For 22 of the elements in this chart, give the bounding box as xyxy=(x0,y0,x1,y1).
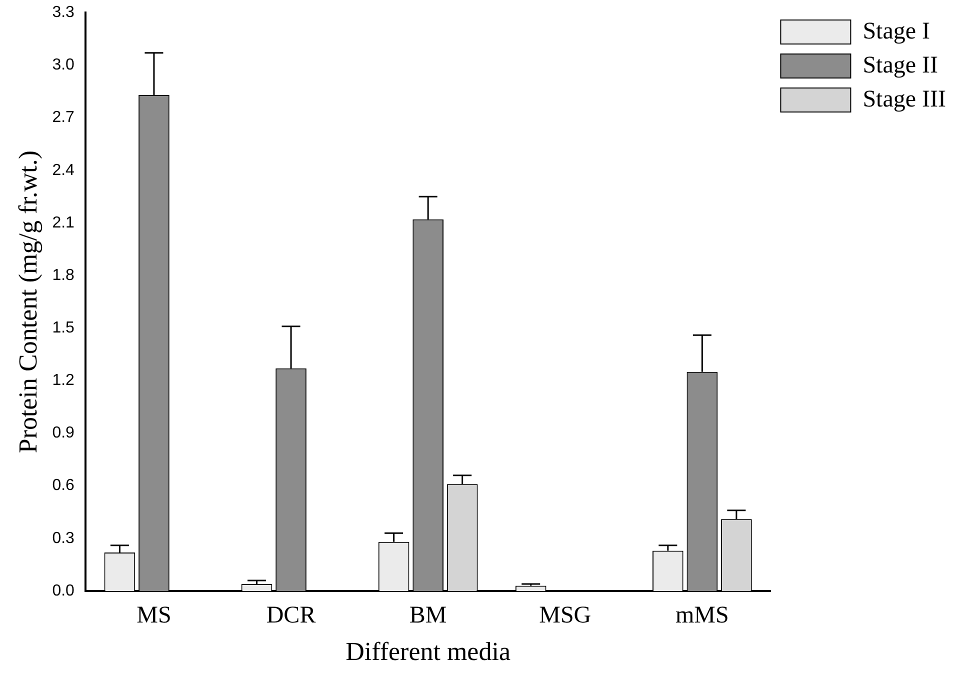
y-tick-label: 0.3 xyxy=(52,530,75,547)
legend-label: Stage III xyxy=(862,86,946,112)
y-tick-label: 1.8 xyxy=(52,266,75,284)
legend-label: Stage II xyxy=(862,52,938,78)
legend-label: Stage I xyxy=(862,18,930,44)
x-tick-label: MS xyxy=(136,602,172,629)
y-tick-label: 0.6 xyxy=(52,477,75,494)
y-tick-label: 0.9 xyxy=(52,424,75,442)
y-tick-label: 1.5 xyxy=(52,319,75,336)
y-tick-label: 2.1 xyxy=(52,214,75,232)
y-tick-label: 3.3 xyxy=(52,4,75,22)
y-tick-label: 1.2 xyxy=(52,372,75,390)
x-tick-label: MSG xyxy=(539,602,592,629)
x-tick-label: mMS xyxy=(675,602,729,629)
y-axis-title: Protein Content (mg/g fr.wt.) xyxy=(13,150,42,454)
x-tick-label: DCR xyxy=(266,602,316,629)
y-tick-label: 0.0 xyxy=(52,582,75,600)
y-tick-label: 3.0 xyxy=(52,56,75,74)
y-tick-label: 2.7 xyxy=(52,109,75,126)
x-tick-label: BM xyxy=(409,602,447,629)
x-axis-title: Different media xyxy=(346,637,511,666)
y-tick-label: 2.4 xyxy=(52,162,75,179)
